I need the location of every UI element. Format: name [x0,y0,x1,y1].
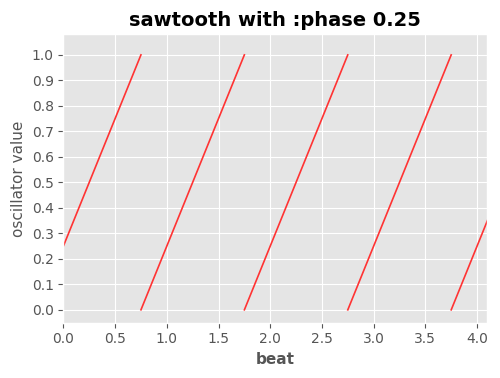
X-axis label: beat: beat [256,352,295,367]
Title: sawtooth with :phase 0.25: sawtooth with :phase 0.25 [130,11,422,30]
Y-axis label: oscillator value: oscillator value [11,120,26,237]
